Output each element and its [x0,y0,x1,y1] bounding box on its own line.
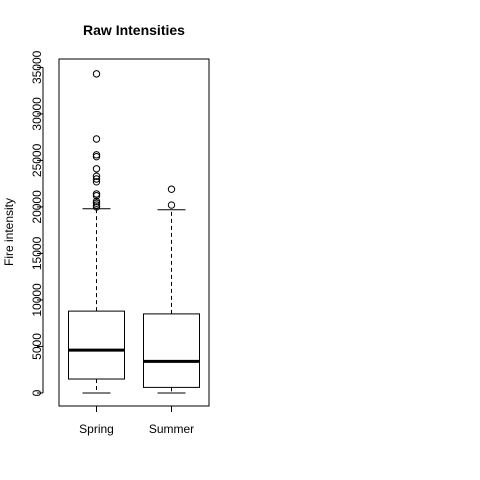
y-tick-label: 35000 [30,50,44,84]
x-tick-label: Summer [149,422,194,436]
outlier-point [92,201,101,209]
outlier-point [92,175,101,183]
y-tick-label: 0 [30,389,44,396]
y-tick-label: 5000 [30,333,44,360]
x-tick-label: Spring [79,422,114,436]
plot-frame [58,58,210,407]
boxes-group [68,70,200,394]
iqr-box [68,310,125,380]
y-tick-label: 10000 [30,283,44,317]
outlier-point [92,151,101,159]
box-summer [143,185,200,394]
outlier-point [92,190,101,198]
outlier-point [167,201,176,209]
outlier-point [92,192,101,200]
y-axis: 0 5000 10000 15000 20000 25000 30000 35000 [30,50,44,396]
y-tick-label: 15000 [30,236,44,270]
chart-title: Raw Intensities [83,22,185,38]
outlier-point [167,185,176,193]
outlier-point [92,199,101,207]
outlier-point [92,178,101,186]
y-tick-label: 20000 [30,190,44,224]
box-spring [68,70,125,394]
outlier-point [92,165,101,173]
y-tick-label: 25000 [30,143,44,177]
iqr-box [143,313,200,388]
outlier-point [92,135,101,143]
outlier-point [92,203,101,211]
y-axis-label: Fire intensity [2,198,16,266]
outlier-point [92,172,101,180]
y-tick-label: 30000 [30,97,44,131]
outlier-point [92,197,101,206]
outlier-point [92,152,101,161]
x-axis: Spring Summer [79,406,194,436]
outlier-point [92,70,101,78]
